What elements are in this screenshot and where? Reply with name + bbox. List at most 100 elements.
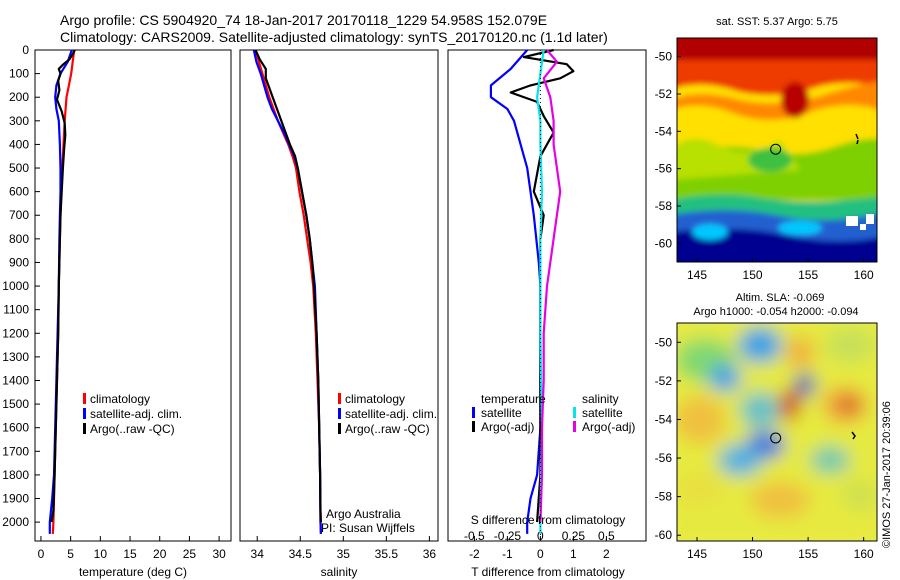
legend-header-temperature: temperature bbox=[481, 392, 546, 406]
x-tick-label: 34.5 bbox=[289, 547, 313, 561]
legend-swatch-t-satellite bbox=[472, 407, 475, 418]
legend-label-satellite: satellite-adj. clim. bbox=[90, 407, 182, 421]
annotation-argo-australia: Argo Australia bbox=[326, 507, 401, 521]
temperature-axis: 0 5 10 15 20 25 30 bbox=[38, 536, 226, 561]
legend-label-argo: Argo(..raw -QC) bbox=[90, 422, 175, 436]
y-tick-label: 1000 bbox=[2, 279, 29, 293]
sst-heatmap bbox=[677, 38, 877, 262]
sla-map-axes bbox=[676, 322, 878, 542]
y-tick-label: 700 bbox=[9, 208, 29, 222]
legend-label-argo: Argo(..raw -QC) bbox=[345, 422, 430, 436]
map-y-tick-label: -54 bbox=[655, 124, 673, 138]
y-tick-label: 400 bbox=[9, 137, 29, 151]
salinity-lines bbox=[252, 49, 322, 534]
series-line-climatology bbox=[254, 49, 322, 534]
y-tick-label: 0 bbox=[22, 43, 29, 57]
legend-label-climatology: climatology bbox=[345, 392, 405, 406]
legend-label-s-argo: Argo(-adj) bbox=[582, 420, 635, 434]
x-tick-label: 0 bbox=[537, 547, 544, 561]
series-line-argo-raw-qc bbox=[254, 49, 322, 523]
y-tick-label: 200 bbox=[9, 90, 29, 104]
y-tick-label: 500 bbox=[9, 161, 29, 175]
map-y-tick-label: -56 bbox=[655, 162, 673, 176]
y-tick-label: 1200 bbox=[2, 326, 29, 340]
legend-swatch-satellite bbox=[338, 408, 341, 419]
map-x-tick-label: 145 bbox=[687, 268, 707, 282]
annotation-pi: PI: Susan Wijffels bbox=[321, 521, 415, 535]
sst-map-ticks: 145 150 155 160 -50 -52 -54 -56 -58 -60 bbox=[655, 50, 874, 282]
temperature-lines bbox=[48, 49, 76, 534]
sla-map-title: Altim. SLA: -0.069 bbox=[736, 292, 825, 304]
depth-axis: 0 100 200 300 400 500 600 700 800 900 1000 1100 1200… bbox=[2, 43, 40, 529]
x-tick-label: 36 bbox=[423, 547, 437, 561]
legend-swatch-s-argo bbox=[573, 421, 576, 432]
map-y-tick-label: -58 bbox=[655, 490, 673, 504]
map-y-tick-label: -60 bbox=[655, 528, 673, 542]
map-x-tick-label: 150 bbox=[743, 268, 763, 282]
map-y-tick-label: -50 bbox=[655, 335, 673, 349]
temperature-legend: climatology satellite-adj. clim. Argo(..… bbox=[83, 392, 182, 436]
map-y-tick-label: -50 bbox=[655, 50, 673, 64]
x-tick-label: 30 bbox=[212, 547, 226, 561]
legend-swatch-t-argo bbox=[472, 421, 475, 432]
x-tick-label: 34 bbox=[251, 547, 265, 561]
legend-swatch-argo bbox=[338, 423, 341, 434]
x-tick-label: -1 bbox=[502, 547, 513, 561]
x-tick-label: 5 bbox=[67, 547, 74, 561]
salinity-axes bbox=[239, 49, 439, 542]
y-tick-label: 2000 bbox=[2, 515, 29, 529]
y-tick-label: 1600 bbox=[2, 421, 29, 435]
x-tick-label: -2 bbox=[469, 547, 480, 561]
x-tick-label: 10 bbox=[94, 547, 108, 561]
x-tick-label: 35 bbox=[337, 547, 351, 561]
temperature-panel: 0100200300400500600700800900100011001200… bbox=[2, 43, 232, 579]
map-x-tick-label: 145 bbox=[687, 547, 707, 561]
series-line-argo-raw-qc bbox=[50, 49, 76, 523]
y-tick-label: 1100 bbox=[3, 303, 29, 317]
figure-title-line2: Climatology: CARS2009. Satellite-adjuste… bbox=[60, 29, 608, 45]
argo-position-marker bbox=[770, 143, 782, 155]
salinity-panel: 34 34.5 35 35.5 36 salinity climatology sate… bbox=[239, 49, 439, 579]
salinity-xlabel: salinity bbox=[321, 565, 358, 579]
map-y-tick-label: -56 bbox=[655, 451, 673, 465]
series-line-satellite-adj-clim bbox=[48, 49, 73, 534]
x-tick-label: 35.5 bbox=[375, 547, 399, 561]
legend-swatch-argo bbox=[83, 423, 86, 434]
legend-swatch-satellite bbox=[83, 408, 86, 419]
salinity-legend: climatology satellite-adj. clim. Argo(..… bbox=[338, 392, 437, 436]
y-tick-label: 1500 bbox=[2, 397, 29, 411]
series-line-s-argo-adj bbox=[539, 49, 562, 523]
legend-swatch-climatology bbox=[338, 393, 341, 404]
t-difference-axis: -2 -1 0 1 2 bbox=[469, 536, 610, 561]
map-x-tick-label: 160 bbox=[854, 547, 874, 561]
y-tick-label: 1300 bbox=[2, 350, 29, 364]
legend-label-t-argo: Argo(-adj) bbox=[481, 420, 534, 434]
argo-position-marker bbox=[770, 432, 782, 444]
series-line-satellite-adj-clim bbox=[252, 49, 322, 534]
x-tick-label: 25 bbox=[183, 547, 197, 561]
sla-map-panel: Altim. SLA: -0.069 Argo h1000: -0.054 h2… bbox=[655, 292, 878, 561]
map-x-tick-label: 160 bbox=[854, 268, 874, 282]
sla-heatmap bbox=[677, 323, 877, 541]
y-tick-label: 1900 bbox=[2, 492, 29, 506]
difference-legend: temperature satellite Argo(-adj) salinit… bbox=[472, 392, 635, 434]
figure-title-line1: Argo profile: CS 5904920_74 18-Jan-2017 … bbox=[60, 12, 547, 28]
legend-swatch-s-satellite bbox=[573, 407, 576, 418]
legend-label-s-satellite: satellite bbox=[582, 406, 623, 420]
series-line-t-satellite bbox=[489, 49, 542, 534]
y-tick-label: 100 bbox=[9, 67, 29, 81]
legend-header-salinity: salinity bbox=[582, 392, 619, 406]
y-tick-label: 800 bbox=[9, 232, 29, 246]
map-y-tick-label: -52 bbox=[655, 87, 673, 101]
map-x-tick-label: 150 bbox=[743, 547, 763, 561]
y-tick-label: 1800 bbox=[2, 468, 29, 482]
y-tick-label: 1400 bbox=[2, 373, 29, 387]
s-tick-label: -0.5 bbox=[464, 529, 485, 543]
x-tick-label: 20 bbox=[153, 547, 167, 561]
s-tick-label: 0 bbox=[537, 529, 544, 543]
difference-panel: -2 -1 0 1 2 -0.5 -0.25 0 0.25 0.5 T difference f… bbox=[447, 48, 647, 579]
sst-map-title: sat. SST: 5.37 Argo: 5.75 bbox=[716, 16, 838, 28]
map-x-tick-label: 155 bbox=[798, 547, 818, 561]
legend-label-t-satellite: satellite bbox=[481, 406, 522, 420]
